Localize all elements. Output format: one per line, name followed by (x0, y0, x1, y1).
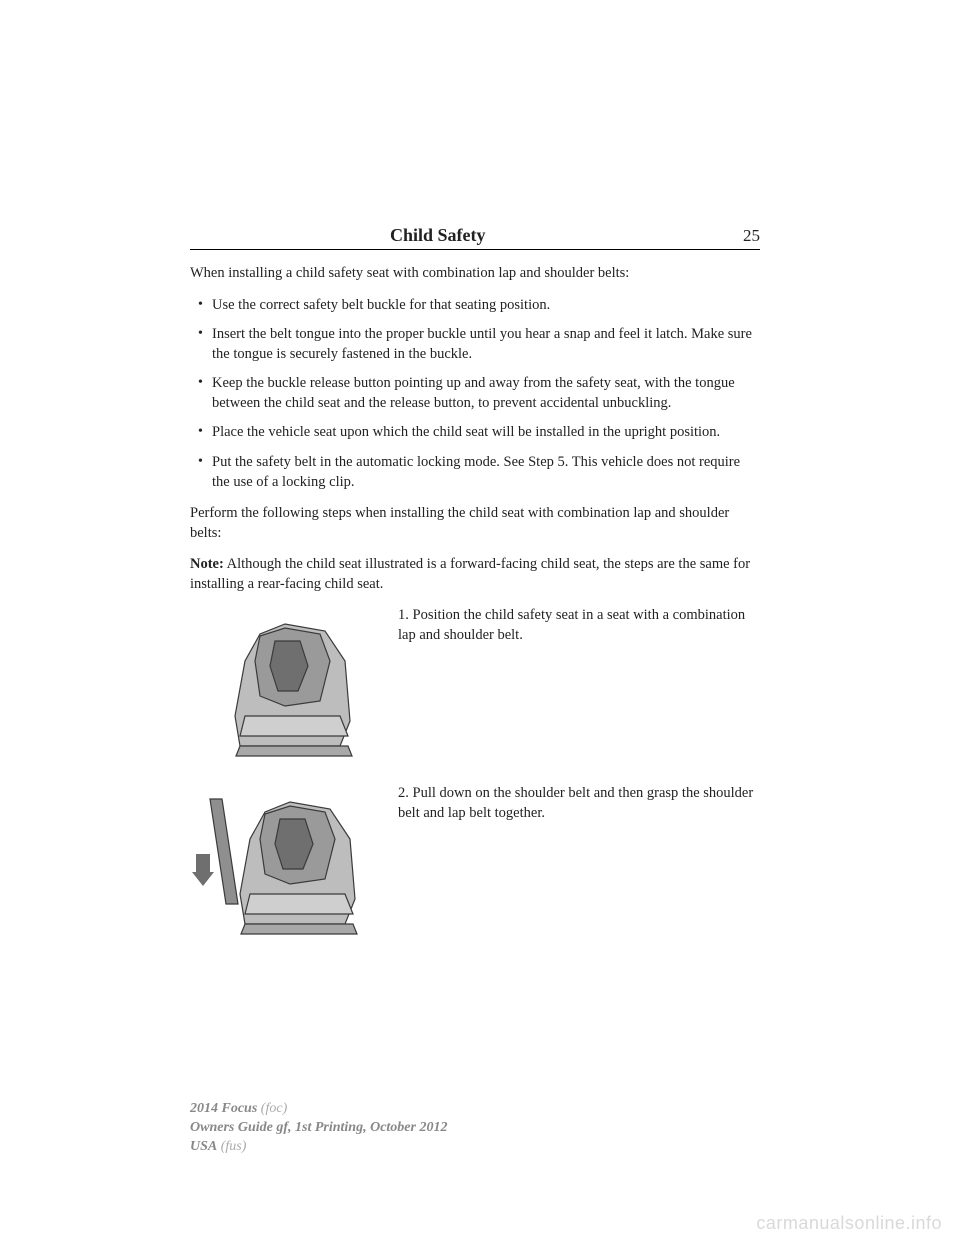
note-label: Note: (190, 556, 224, 572)
list-item: Use the correct safety belt buckle for t… (190, 296, 760, 316)
page-footer: 2014 Focus (foc) Owners Guide gf, 1st Pr… (190, 1100, 447, 1157)
bullet-list: Use the correct safety belt buckle for t… (190, 296, 760, 493)
vehicle-model: 2014 Focus (190, 1101, 257, 1116)
perform-paragraph: Perform the following steps when install… (190, 504, 760, 543)
page-number: 25 (743, 226, 760, 246)
note-paragraph: Note: Although the child seat illustrate… (190, 555, 760, 594)
step-1-text: 1. Position the child safety seat in a s… (398, 606, 760, 645)
step-2-row: 2. Pull down on the shoulder belt and th… (190, 784, 760, 944)
child-seat-illustration-1 (190, 606, 380, 766)
page-content: Child Safety 25 When installing a child … (190, 225, 760, 962)
intro-paragraph: When installing a child safety seat with… (190, 264, 760, 284)
footer-line-1: 2014 Focus (foc) (190, 1100, 447, 1119)
section-title: Child Safety (390, 225, 486, 246)
watermark-text: carmanualsonline.info (756, 1213, 942, 1234)
list-item: Insert the belt tongue into the proper b… (190, 325, 760, 364)
footer-guide: Owners Guide gf, 1st Printing, October 2… (190, 1119, 447, 1138)
note-text: Although the child seat illustrated is a… (190, 556, 750, 592)
list-item: Place the vehicle seat upon which the ch… (190, 423, 760, 443)
footer-region-code: (fus) (221, 1139, 247, 1154)
list-item: Keep the buckle release button pointing … (190, 374, 760, 413)
step-2-text: 2. Pull down on the shoulder belt and th… (398, 784, 760, 823)
footer-line-3: USA (fus) (190, 1138, 447, 1157)
page-header: Child Safety 25 (190, 225, 760, 250)
child-seat-illustration-2 (190, 784, 380, 944)
vehicle-model-code: (foc) (261, 1101, 287, 1116)
footer-region: USA (190, 1139, 217, 1154)
step-1-row: 1. Position the child safety seat in a s… (190, 606, 760, 766)
list-item: Put the safety belt in the automatic loc… (190, 453, 760, 492)
